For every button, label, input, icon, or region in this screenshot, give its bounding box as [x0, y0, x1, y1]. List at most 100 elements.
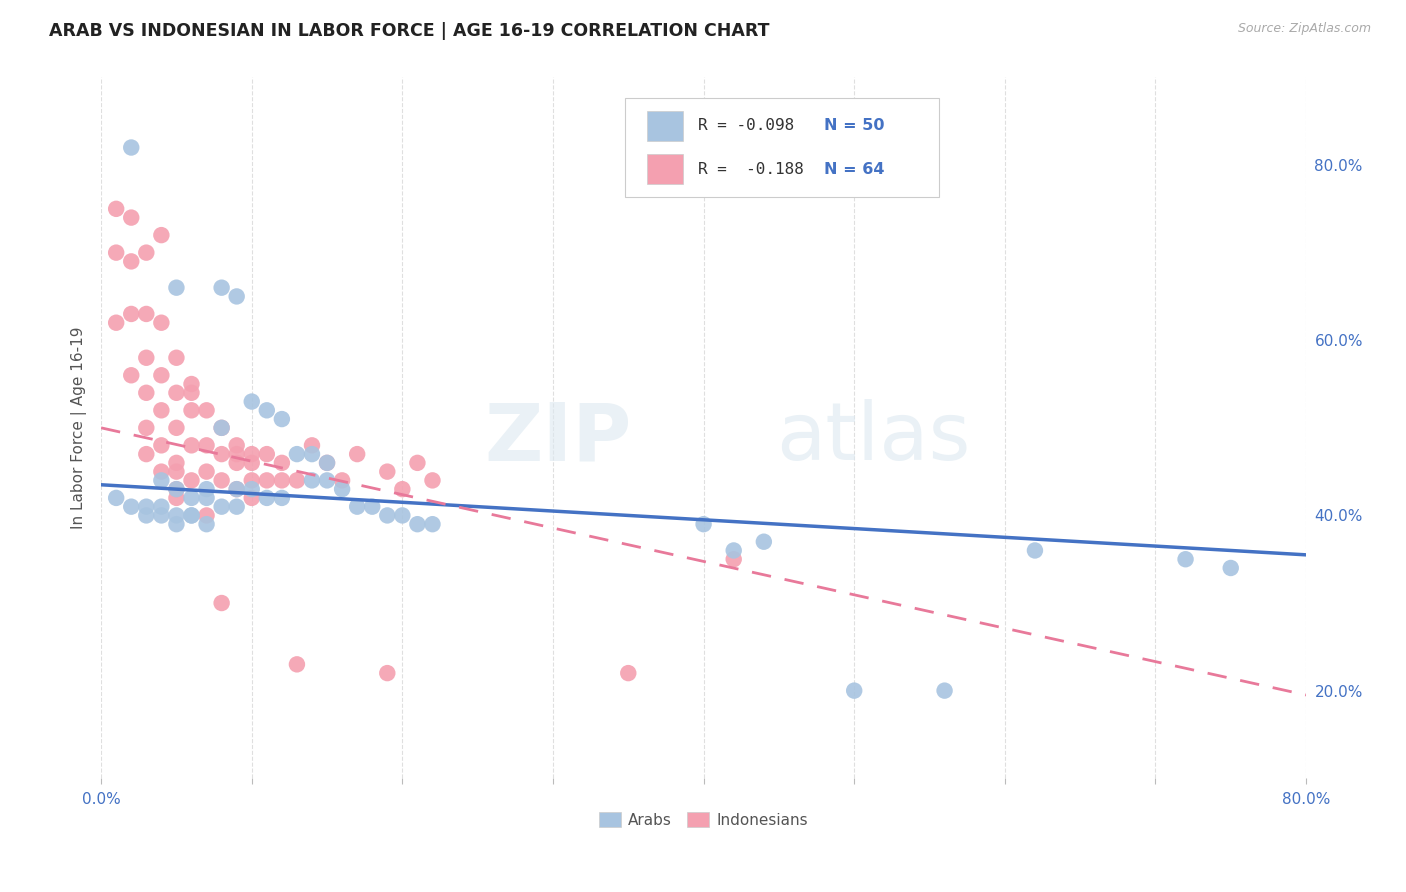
Point — [211, 447, 233, 461]
Point — [844, 683, 866, 698]
Point — [391, 482, 413, 496]
Point — [422, 474, 444, 488]
Point — [225, 482, 247, 496]
Point — [195, 517, 218, 532]
Point — [692, 517, 714, 532]
Point — [375, 508, 398, 523]
Point — [225, 456, 247, 470]
Point — [150, 228, 173, 243]
Point — [135, 447, 157, 461]
Point — [375, 465, 398, 479]
Text: N = 64: N = 64 — [824, 161, 884, 177]
Point — [617, 666, 640, 681]
Point — [165, 482, 187, 496]
Point — [211, 500, 233, 514]
Point — [240, 482, 263, 496]
Point — [195, 508, 218, 523]
Point — [195, 465, 218, 479]
Point — [240, 491, 263, 505]
Point — [225, 500, 247, 514]
FancyBboxPatch shape — [626, 98, 939, 196]
Point — [211, 474, 233, 488]
Point — [285, 474, 308, 488]
Point — [270, 412, 292, 426]
Point — [120, 211, 142, 225]
Point — [105, 316, 128, 330]
Point — [240, 456, 263, 470]
Point — [225, 438, 247, 452]
Point — [211, 421, 233, 435]
Point — [165, 385, 187, 400]
Point — [1219, 561, 1241, 575]
Point — [330, 474, 353, 488]
Point — [165, 517, 187, 532]
Point — [120, 254, 142, 268]
Point — [165, 465, 187, 479]
Point — [150, 508, 173, 523]
Point — [422, 517, 444, 532]
Point — [120, 307, 142, 321]
Text: ZIP: ZIP — [484, 400, 631, 477]
Text: atlas: atlas — [776, 400, 970, 477]
Point — [180, 377, 202, 392]
Point — [225, 289, 247, 303]
Point — [270, 474, 292, 488]
Point — [120, 140, 142, 154]
Y-axis label: In Labor Force | Age 16-19: In Labor Force | Age 16-19 — [72, 326, 87, 529]
Text: R =  -0.188: R = -0.188 — [697, 161, 803, 177]
Point — [195, 482, 218, 496]
Point — [346, 447, 368, 461]
Text: Source: ZipAtlas.com: Source: ZipAtlas.com — [1237, 22, 1371, 36]
Point — [240, 447, 263, 461]
Text: ARAB VS INDONESIAN IN LABOR FORCE | AGE 16-19 CORRELATION CHART: ARAB VS INDONESIAN IN LABOR FORCE | AGE … — [49, 22, 769, 40]
Point — [1174, 552, 1197, 566]
Text: N = 50: N = 50 — [824, 119, 884, 134]
Point — [225, 482, 247, 496]
Point — [105, 245, 128, 260]
Point — [270, 491, 292, 505]
Point — [150, 465, 173, 479]
Point — [150, 368, 173, 383]
Point — [211, 596, 233, 610]
Point — [135, 351, 157, 365]
Point — [135, 500, 157, 514]
Point — [270, 456, 292, 470]
Point — [180, 508, 202, 523]
Point — [165, 508, 187, 523]
Point — [150, 316, 173, 330]
Point — [180, 403, 202, 417]
Point — [346, 500, 368, 514]
Point — [301, 447, 323, 461]
Point — [256, 447, 278, 461]
Point — [752, 534, 775, 549]
Point — [150, 500, 173, 514]
Point — [285, 447, 308, 461]
Point — [105, 202, 128, 216]
Point — [1024, 543, 1046, 558]
Point — [195, 403, 218, 417]
Point — [135, 421, 157, 435]
FancyBboxPatch shape — [647, 154, 683, 184]
Point — [240, 474, 263, 488]
Point — [361, 500, 384, 514]
Point — [180, 474, 202, 488]
Point — [301, 438, 323, 452]
Point — [135, 245, 157, 260]
Point — [195, 491, 218, 505]
Point — [391, 508, 413, 523]
Point — [406, 456, 429, 470]
Point — [120, 368, 142, 383]
Point — [285, 657, 308, 672]
Point — [316, 474, 339, 488]
Point — [135, 385, 157, 400]
Point — [120, 500, 142, 514]
Point — [135, 508, 157, 523]
Point — [723, 552, 745, 566]
Point — [150, 403, 173, 417]
Point — [256, 491, 278, 505]
Point — [180, 438, 202, 452]
Point — [723, 543, 745, 558]
Point — [225, 447, 247, 461]
Point — [105, 491, 128, 505]
Point — [180, 508, 202, 523]
